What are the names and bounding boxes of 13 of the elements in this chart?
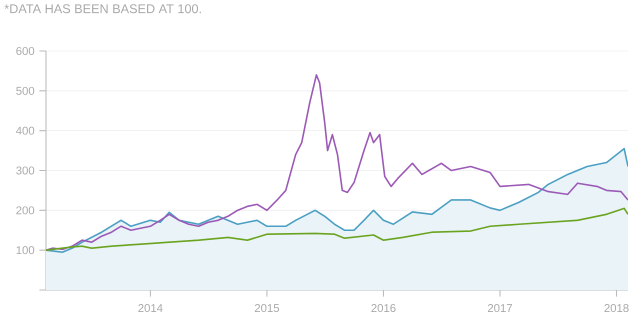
x-tick-label: 2014 [138,304,163,312]
x-tick-label: 2015 [254,304,280,312]
y-tick-label: 400 [16,126,34,135]
x-tick-label: 2018 [604,304,629,312]
y-tick-label: 500 [16,86,34,95]
x-tick-label: 2017 [488,304,512,312]
y-tick-label: 100 [16,246,34,254]
y-tick-label: 200 [16,206,34,214]
text: *DATA HAS BEEN BASED AT 100. [4,4,201,14]
y-tick-label: 300 [16,166,34,174]
y-tick-label: 600 [16,47,34,56]
line-series [46,74,628,251]
x-tick-label: 2016 [371,304,396,312]
